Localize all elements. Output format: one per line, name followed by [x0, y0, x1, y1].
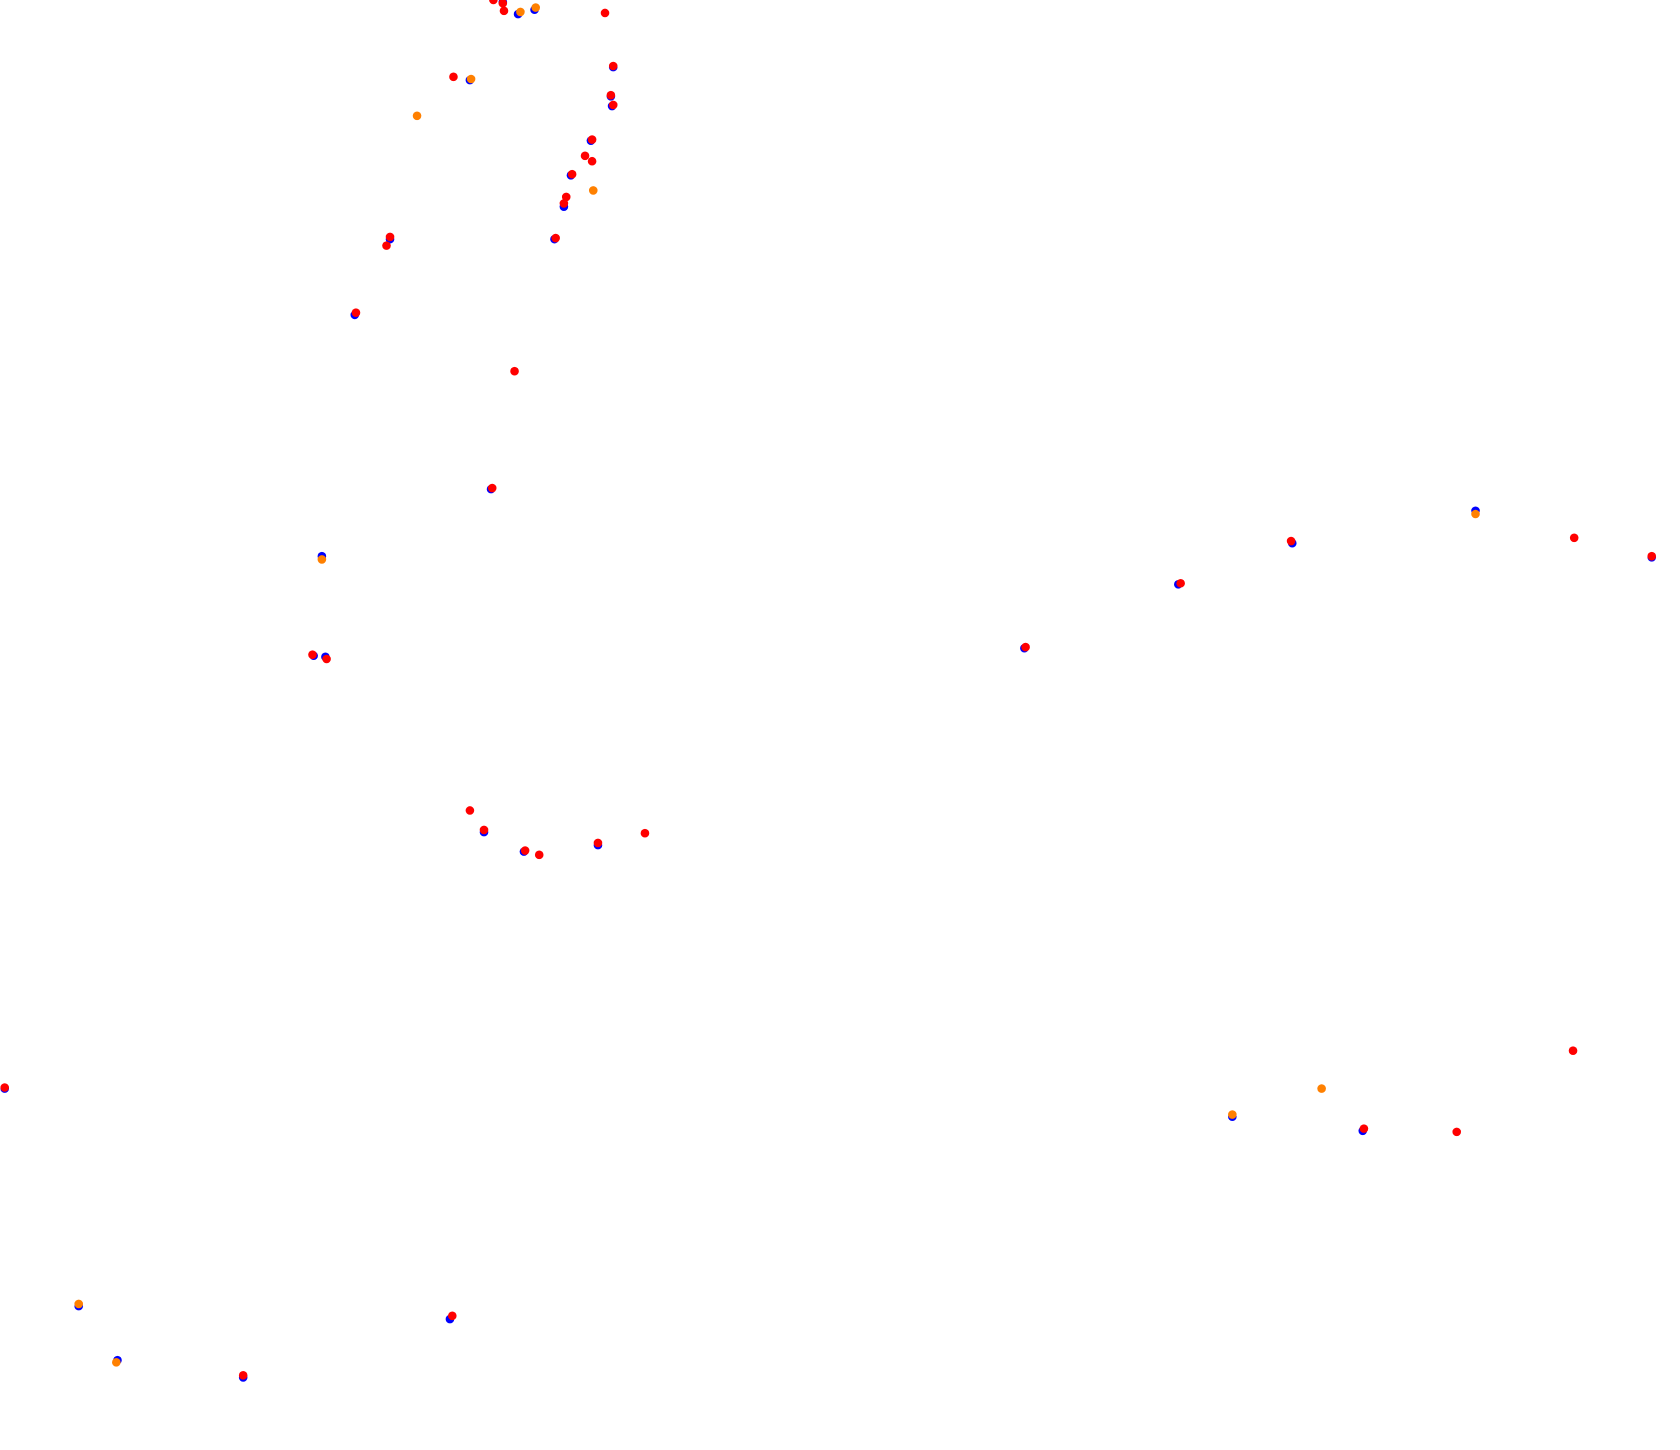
data-point: [498, 0, 508, 8]
series-1: [74, 3, 1480, 1367]
data-point: [447, 1311, 457, 1321]
data-point: [1286, 536, 1296, 546]
data-point: [479, 825, 489, 835]
data-point: [606, 90, 616, 100]
data-point: [561, 192, 571, 202]
series-0: [0, 0, 1657, 1382]
data-point: [1228, 1110, 1237, 1119]
data-point: [1568, 1046, 1578, 1056]
data-point: [308, 650, 317, 659]
data-point: [534, 850, 544, 860]
data-point: [449, 72, 458, 82]
data-point: [587, 135, 597, 144]
data-point: [567, 169, 577, 179]
data-point: [1452, 1127, 1462, 1137]
data-point: [322, 654, 331, 664]
data-point: [510, 366, 519, 376]
data-point: [382, 241, 391, 250]
data-point: [1317, 1084, 1326, 1093]
data-point: [640, 828, 650, 838]
data-point: [1176, 578, 1185, 588]
data-point: [531, 3, 540, 12]
series-2: [0, 0, 1657, 1380]
data-point: [499, 6, 509, 16]
data-point: [385, 232, 395, 242]
data-point: [351, 308, 361, 318]
data-point: [412, 111, 422, 121]
data-point: [238, 1371, 248, 1380]
data-point: [559, 199, 569, 208]
data-point: [608, 100, 618, 110]
data-point: [465, 806, 475, 815]
data-point: [516, 7, 525, 17]
data-point: [580, 151, 590, 161]
data-point: [489, 0, 498, 5]
data-point: [1359, 1124, 1369, 1133]
data-point: [551, 233, 560, 243]
data-point: [1471, 509, 1480, 519]
data-point: [317, 555, 327, 564]
data-point: [466, 74, 476, 84]
data-point: [608, 61, 618, 71]
data-point: [0, 1083, 9, 1092]
data-point: [593, 838, 603, 848]
data-point: [74, 1299, 84, 1309]
data-point: [487, 483, 497, 493]
data-point: [588, 186, 598, 195]
data-point: [1569, 533, 1579, 543]
data-point: [587, 156, 597, 166]
data-point: [112, 1358, 121, 1367]
data-point: [1021, 642, 1030, 652]
data-point: [1647, 551, 1657, 561]
data-point: [520, 846, 530, 855]
data-point: [600, 8, 610, 18]
